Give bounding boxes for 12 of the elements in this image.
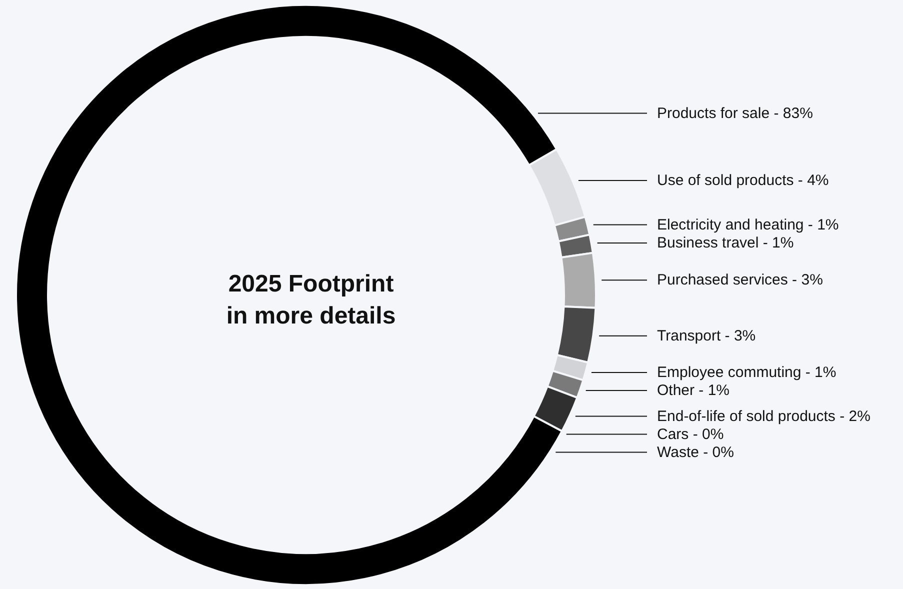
slice-label: Employee commuting - 1% [657, 364, 836, 381]
slice-label: Transport - 3% [657, 327, 756, 344]
slice-label: Other - 1% [657, 382, 730, 399]
slice-label: End-of-life of sold products - 2% [657, 408, 870, 425]
text: 2025 Footprint in more details [226, 270, 396, 330]
category-label: Waste - 0% [657, 444, 734, 461]
slice-label: Use of sold products - 4% [657, 172, 829, 190]
slice-label: Business travel - 1% [657, 234, 794, 252]
slice-label: Products for sale - 83% [657, 104, 813, 122]
category-label: Cars - 0% [657, 426, 724, 443]
slice-label: Purchased services - 3% [657, 272, 823, 289]
slice-label: Electricity and heating - 1% [657, 216, 839, 234]
